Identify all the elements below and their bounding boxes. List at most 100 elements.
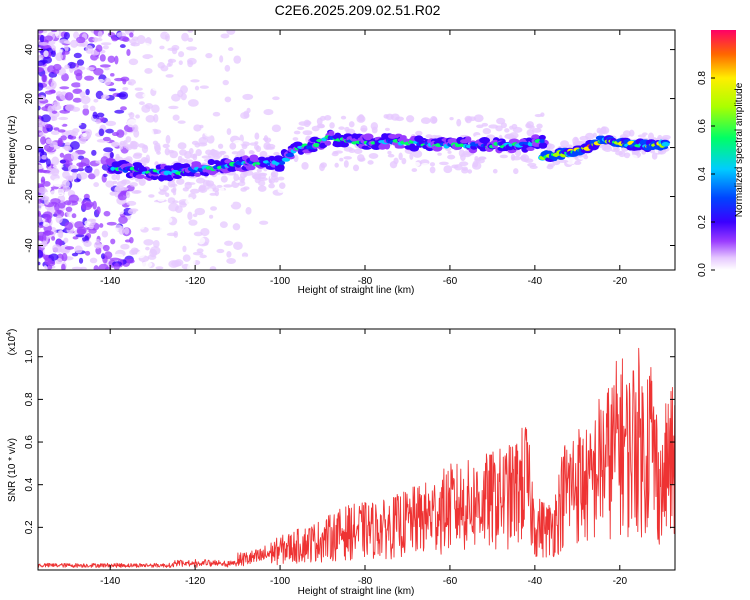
heatmap-noise-cell [174,259,184,267]
heatmap-halo-cell [111,141,120,148]
heatmap-noise-cell [110,73,115,77]
heatmap-halo-cell [384,127,390,132]
heatmap-halo-cell [132,153,142,159]
heatmap-halo-cell [111,174,118,181]
heatmap-noise-cell [52,244,61,253]
heatmap-halo-cell [348,121,355,128]
heatmap-halo-cell [647,132,655,141]
heatmap-halo-cell [277,176,285,181]
heatmap-halo-cell [259,150,268,158]
heatmap-halo-cell [206,180,215,187]
heatmap-noise-cell [136,35,146,45]
heatmap-noise-cell [53,127,60,131]
heatmap-halo-cell [429,162,436,167]
heatmap-noise-cell [128,58,139,66]
heatmap-halo-cell [213,155,221,160]
heatmap-noise-cell [199,85,209,89]
heatmap-halo-cell [316,123,325,129]
heatmap-halo-cell [275,143,284,151]
heatmap-noise-cell [242,93,254,100]
colorbar-label: Normalized spectral amplitude [734,82,745,217]
heatmap-noise-cell [38,60,46,66]
heatmap-noise-cell [271,124,281,133]
heatmap-noise-cell [151,83,159,91]
heatmap-noise-cell [43,265,48,270]
heatmap-noise-cell [61,263,66,270]
heatmap-noise-cell [95,44,103,53]
heatmap-halo-cell [371,163,382,170]
heatmap-halo-cell [529,165,538,169]
heatmap-noise-cell [61,73,69,82]
heatmap-noise-cell [114,55,119,65]
heatmap-noise-cell [57,230,64,238]
heatmap-halo-cell [473,114,484,123]
heatmap-noise-cell [117,192,128,201]
heatmap-noise-cell [38,234,41,241]
heatmap-halo-cell [406,115,415,123]
heatmap-ridge-peak [285,152,295,158]
heatmap-noise-cell [84,75,95,81]
heatmap-noise-cell [70,140,80,150]
heatmap-noise-cell [111,36,119,42]
y-tick-label: 0 [24,144,35,150]
heatmap-noise-cell [38,203,42,211]
heatmap-noise-cell [108,88,117,92]
heatmap-halo-cell [401,157,407,165]
heatmap-halo-cell [429,166,436,174]
heatmap-noise-cell [105,120,117,127]
heatmap-halo-cell [273,151,280,156]
heatmap-ridge-cell [362,133,374,141]
heatmap-noise-cell [109,257,121,261]
heatmap-noise-cell [130,42,140,47]
heatmap-noise-cell [99,64,111,68]
heatmap-noise-cell [53,178,62,187]
heatmap-halo-cell [631,149,640,155]
heatmap-noise-cell [186,46,197,51]
heatmap-noise-cell [216,135,223,140]
heatmap-noise-cell [187,37,194,42]
heatmap-halo-cell [329,122,335,129]
colorbar-tick-label: 0.4 [697,167,708,181]
x-tick-label: -80 [358,576,373,587]
heatmap-halo-cell [162,143,170,149]
heatmap-noise-cell [82,104,89,110]
heatmap-noise-cell [96,206,101,215]
heatmap-noise-cell [263,109,274,116]
heatmap-noise-cell [38,105,41,111]
heatmap-halo-cell [233,173,240,182]
heatmap-halo-cell [343,160,349,168]
heatmap-halo-cell [600,126,607,134]
heatmap-noise-cell [144,103,154,109]
heatmap-halo-cell [476,124,484,129]
heatmap-halo-cell [182,187,189,192]
heatmap-halo-cell [524,158,534,163]
x-tick-label: -40 [528,276,543,287]
heatmap-noise-cell [103,210,111,217]
heatmap-noise-cell [42,222,50,228]
heatmap-noise-cell [44,35,53,42]
heatmap-noise-cell [102,244,110,252]
heatmap-noise-cell [72,97,82,103]
heatmap-halo-cell [130,140,138,148]
heatmap-noise-cell [50,89,56,94]
heatmap-ridge-cell [194,172,202,177]
heatmap-halo-cell [398,152,403,161]
heatmap-noise-cell [100,94,110,100]
heatmap-halo-cell [231,151,239,155]
heatmap-noise-cell [44,123,52,129]
heatmap-noise-cell [51,110,58,114]
heatmap-noise-cell [38,119,42,123]
heatmap-noise-cell [205,53,213,59]
heatmap-noise-cell [181,108,188,114]
heatmap-halo-cell [415,130,423,136]
heatmap-noise-cell [116,129,125,138]
heatmap-halo-cell [209,149,218,156]
heatmap-noise-cell [100,42,112,46]
heatmap-noise-cell [50,190,56,197]
heatmap-halo-cell [293,130,301,135]
heatmap-noise-cell [122,87,129,91]
heatmap-halo-cell [419,123,430,130]
heatmap-noise-cell [122,78,127,85]
heatmap-halo-cell [165,192,170,198]
heatmap-halo-cell [340,115,347,120]
